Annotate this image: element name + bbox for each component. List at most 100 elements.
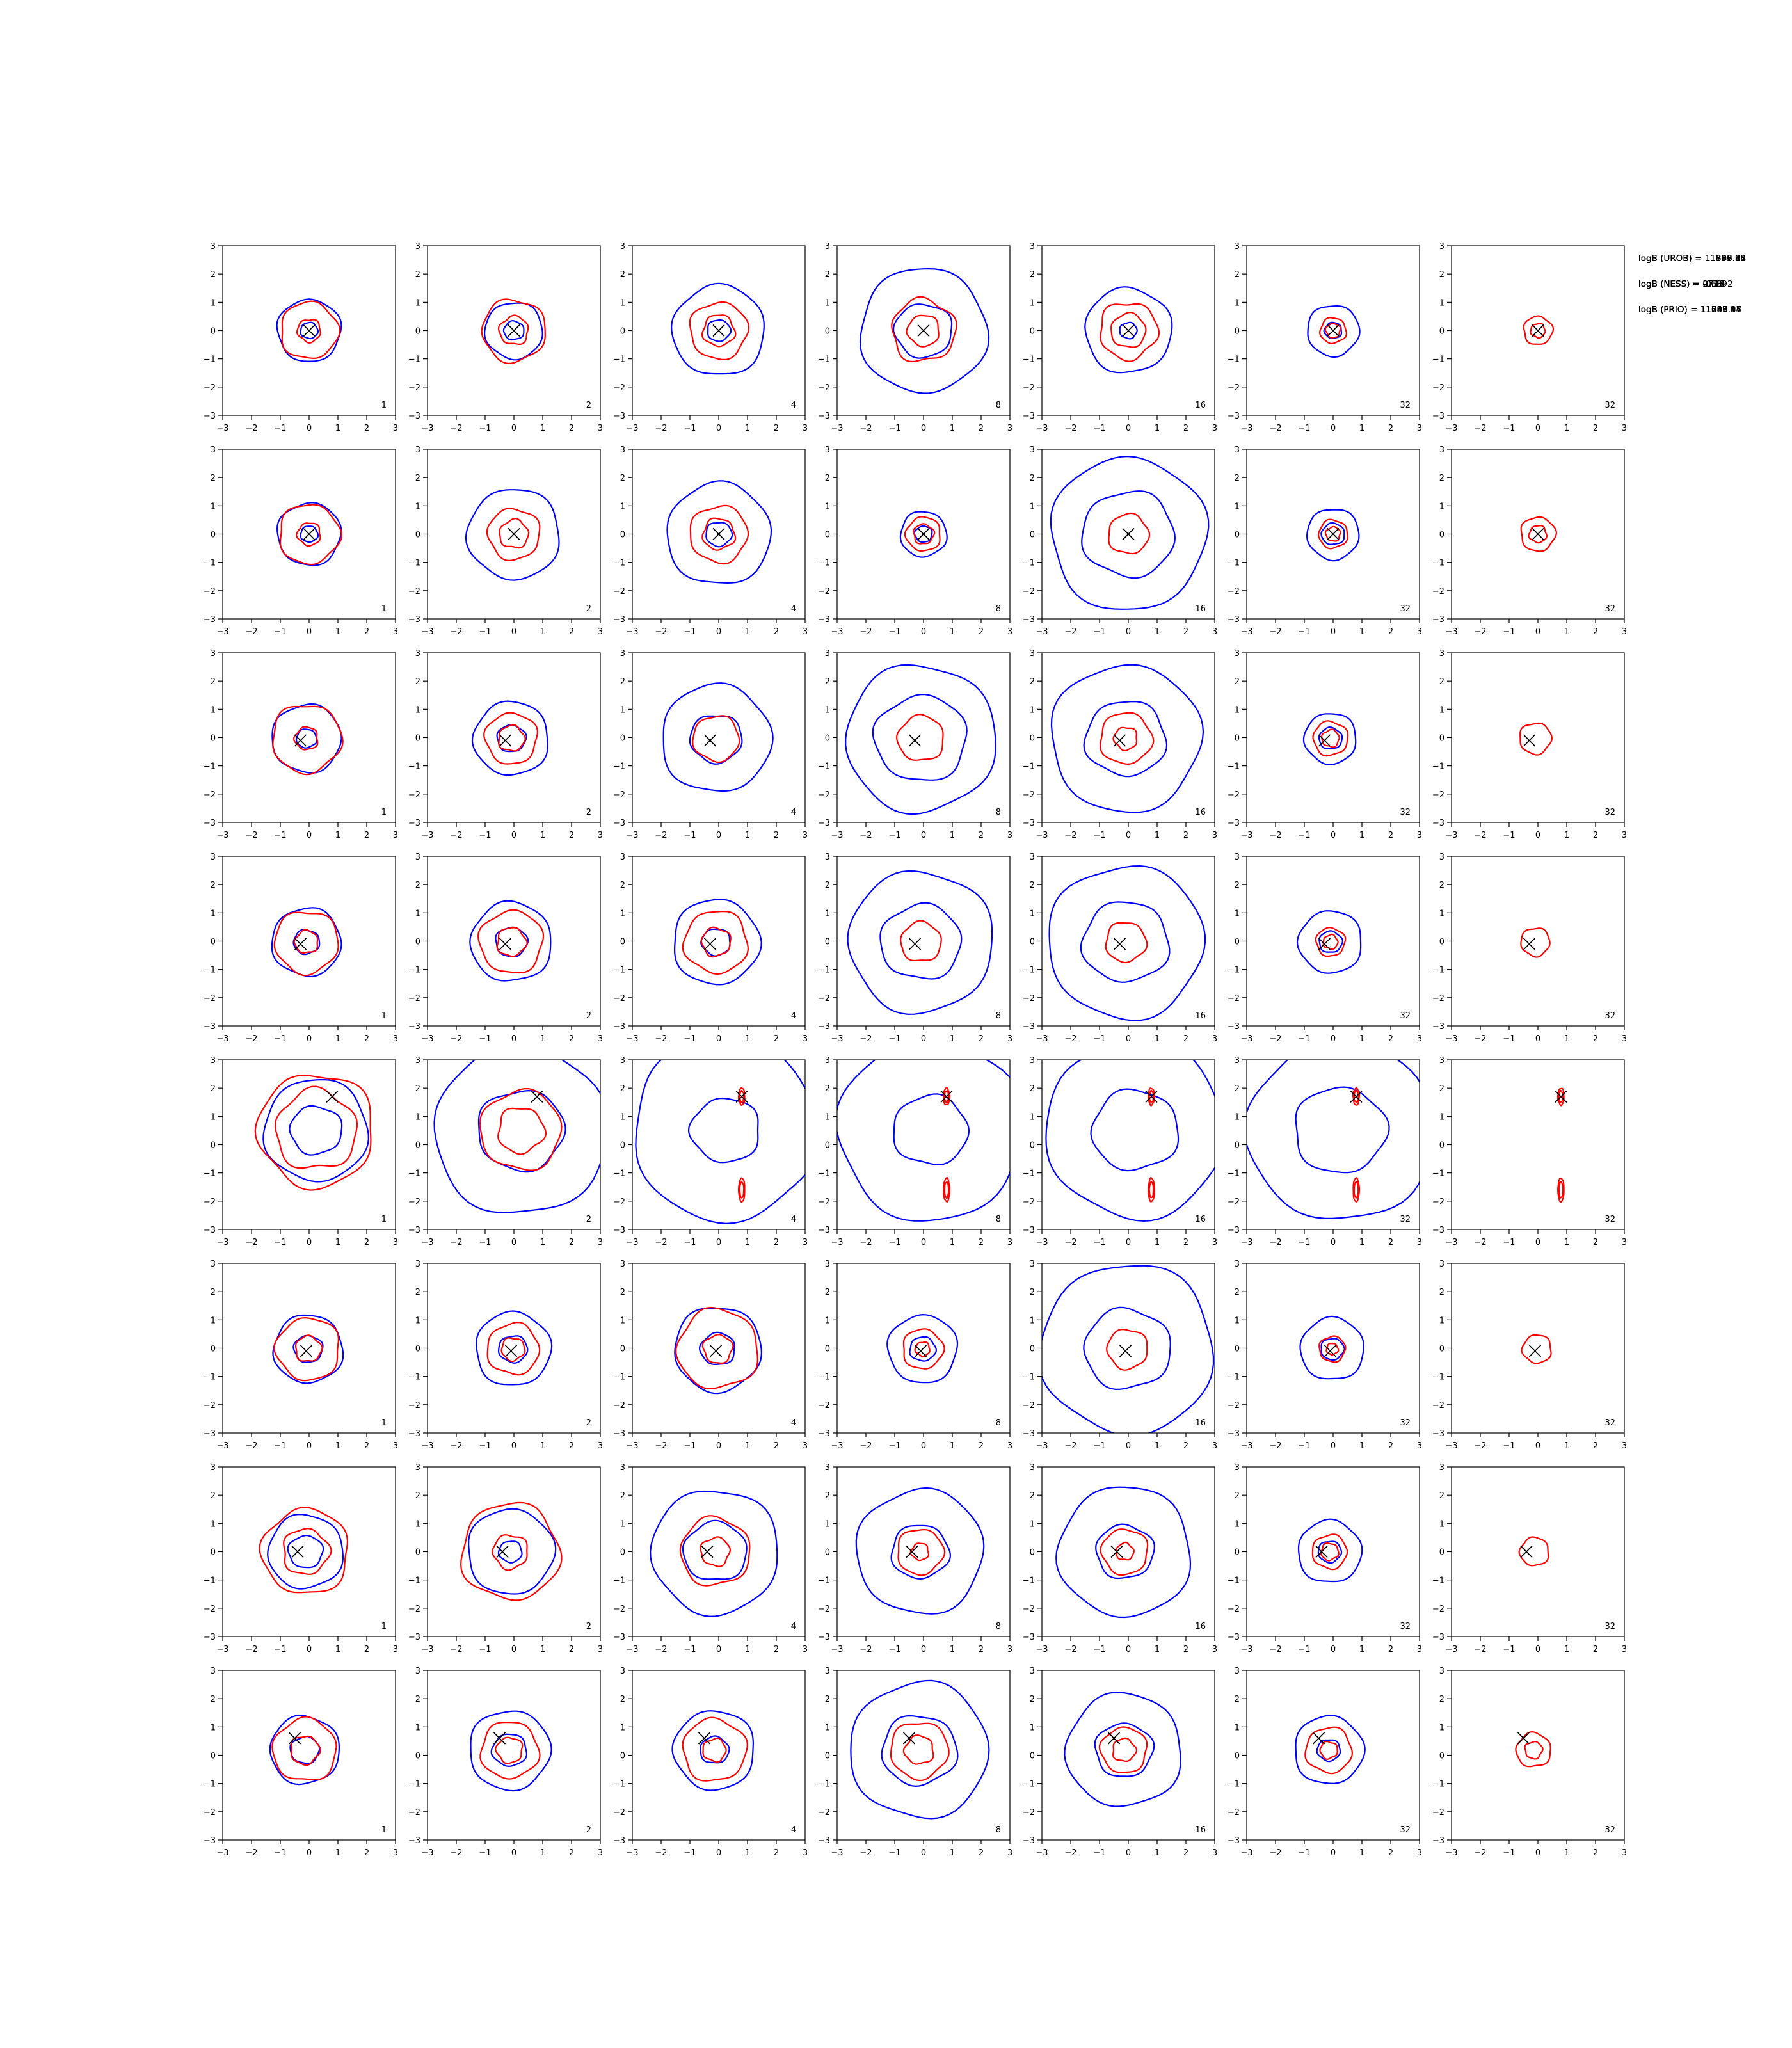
- y-tick-label: −3: [204, 412, 216, 421]
- x-tick-label: 1: [335, 1848, 340, 1858]
- proposal-contour: [837, 1060, 1010, 1222]
- y-tick-label: 2: [825, 1695, 830, 1704]
- true-value-marker: [703, 938, 717, 950]
- y-tick-label: 2: [415, 1695, 420, 1704]
- y-tick-label: 3: [1030, 242, 1035, 252]
- y-tick-label: 1: [415, 1316, 420, 1325]
- x-tick-label: 0: [1126, 1645, 1131, 1654]
- posterior-contour: [460, 1501, 563, 1601]
- plot-area: [1048, 865, 1206, 1021]
- y-tick-label: 2: [825, 1491, 830, 1501]
- y-tick-label: 3: [211, 1463, 216, 1473]
- proposal-contour: [498, 1335, 529, 1364]
- proposal-contour: [1297, 1518, 1363, 1583]
- x-tick-label: 3: [598, 831, 603, 840]
- x-tick-label: −3: [1036, 1034, 1048, 1044]
- x-tick-label: 0: [921, 1848, 926, 1858]
- y-tick-label: 0: [1030, 1548, 1035, 1558]
- proposal-contour: [1316, 1739, 1341, 1763]
- y-tick-label: 2: [1439, 677, 1444, 687]
- y-tick-label: 2: [211, 270, 216, 280]
- y-tick-label: 0: [415, 327, 420, 337]
- posterior-contour: [296, 522, 321, 547]
- panel-count-label: 16: [1195, 1622, 1206, 1631]
- x-tick-label: −3: [1240, 627, 1252, 637]
- true-value-marker: [906, 1545, 918, 1558]
- x-tick-label: −1: [1093, 1645, 1105, 1654]
- x-tick-label: −3: [216, 627, 228, 637]
- plot-area: [269, 1715, 340, 1786]
- y-tick-label: −2: [1432, 790, 1444, 800]
- posterior-contour: [896, 714, 944, 761]
- x-tick-label: 0: [921, 1238, 926, 1247]
- x-tick-label: −1: [274, 1441, 286, 1451]
- y-tick-label: −1: [204, 762, 216, 772]
- y-tick-label: 3: [1030, 1056, 1035, 1066]
- x-tick-label: −3: [216, 1238, 228, 1247]
- y-tick-label: 2: [1235, 1084, 1240, 1094]
- panel-count-label: 32: [1400, 604, 1411, 614]
- y-tick-label: 1: [1439, 1316, 1444, 1325]
- true-value-marker: [1312, 1732, 1325, 1745]
- y-tick-label: 1: [1030, 298, 1035, 308]
- x-tick-label: −2: [860, 1238, 872, 1247]
- row-1-stat-1: logB (UROB) = 11547.03: [1638, 253, 1746, 264]
- posterior-contour: [1520, 927, 1551, 958]
- y-tick-label: 0: [211, 327, 216, 337]
- posterior-contour: [1100, 712, 1155, 765]
- y-tick-label: −1: [1228, 762, 1240, 772]
- panel-count-label: 16: [1195, 604, 1206, 614]
- panel-count-label: 4: [791, 808, 796, 817]
- x-tick-label: 3: [1212, 627, 1217, 637]
- y-tick-label: −3: [1023, 1633, 1035, 1642]
- panel-r3-c3: −3 3 −2 2 −1 1 0 0 1 −1 2 −2 3 −3 4: [613, 649, 808, 840]
- y-tick-label: −3: [1023, 1022, 1035, 1032]
- plot-area: [254, 1075, 372, 1191]
- y-tick-label: 3: [1235, 852, 1240, 862]
- x-tick-label: 1: [1359, 1034, 1364, 1044]
- x-tick-label: 3: [393, 1034, 398, 1044]
- y-tick-label: −2: [204, 790, 216, 800]
- x-tick-label: 1: [1155, 1034, 1160, 1044]
- y-tick-label: 3: [415, 1463, 420, 1473]
- true-value-marker: [1113, 734, 1126, 747]
- true-value-marker: [303, 527, 316, 541]
- x-tick-label: −2: [860, 1441, 872, 1451]
- panel-r1-c5: −3 3 −2 2 −1 1 0 0 1 −1 2 −2 3 −3 16: [1023, 242, 1217, 433]
- y-tick-label: 1: [620, 502, 625, 511]
- x-tick-label: 3: [803, 1645, 808, 1654]
- y-tick-label: −1: [818, 1169, 830, 1179]
- y-tick-label: −3: [818, 819, 830, 828]
- x-tick-label: 3: [1417, 424, 1422, 433]
- y-tick-label: 2: [1439, 270, 1444, 280]
- y-tick-label: −1: [408, 1576, 420, 1586]
- y-tick-label: 0: [1235, 734, 1240, 744]
- y-tick-label: −3: [408, 1836, 420, 1846]
- y-tick-label: 2: [415, 1084, 420, 1094]
- panel-count-label: 1: [381, 1825, 387, 1835]
- y-tick-label: 1: [1439, 502, 1444, 511]
- x-tick-label: 1: [1359, 831, 1364, 840]
- x-tick-label: 1: [540, 424, 545, 433]
- y-tick-label: 3: [1235, 1260, 1240, 1269]
- panel-r4-c1: −3 3 −2 2 −1 1 0 0 1 −1 2 −2 3 −3 1: [204, 852, 398, 1044]
- posterior-contour: [739, 1181, 745, 1199]
- posterior-contour: [498, 314, 529, 345]
- true-value-marker: [496, 1545, 509, 1558]
- panel-count-label: 1: [381, 1418, 387, 1428]
- x-tick-label: 1: [1359, 1441, 1364, 1451]
- x-tick-label: 1: [950, 1034, 955, 1044]
- x-tick-label: −1: [1093, 424, 1105, 433]
- y-tick-label: −2: [1023, 1808, 1035, 1818]
- posterior-contour: [679, 1515, 751, 1587]
- panel-count-label: 32: [1604, 1011, 1615, 1021]
- posterior-contour: [1558, 1181, 1564, 1199]
- x-tick-label: −3: [831, 424, 843, 433]
- y-tick-label: 2: [825, 270, 830, 280]
- y-tick-label: 2: [211, 1491, 216, 1501]
- y-tick-label: −3: [1228, 1633, 1240, 1642]
- x-tick-label: −3: [421, 627, 433, 637]
- x-tick-label: 1: [745, 1441, 750, 1451]
- plot-area: [271, 907, 342, 977]
- x-tick-label: −1: [479, 1034, 491, 1044]
